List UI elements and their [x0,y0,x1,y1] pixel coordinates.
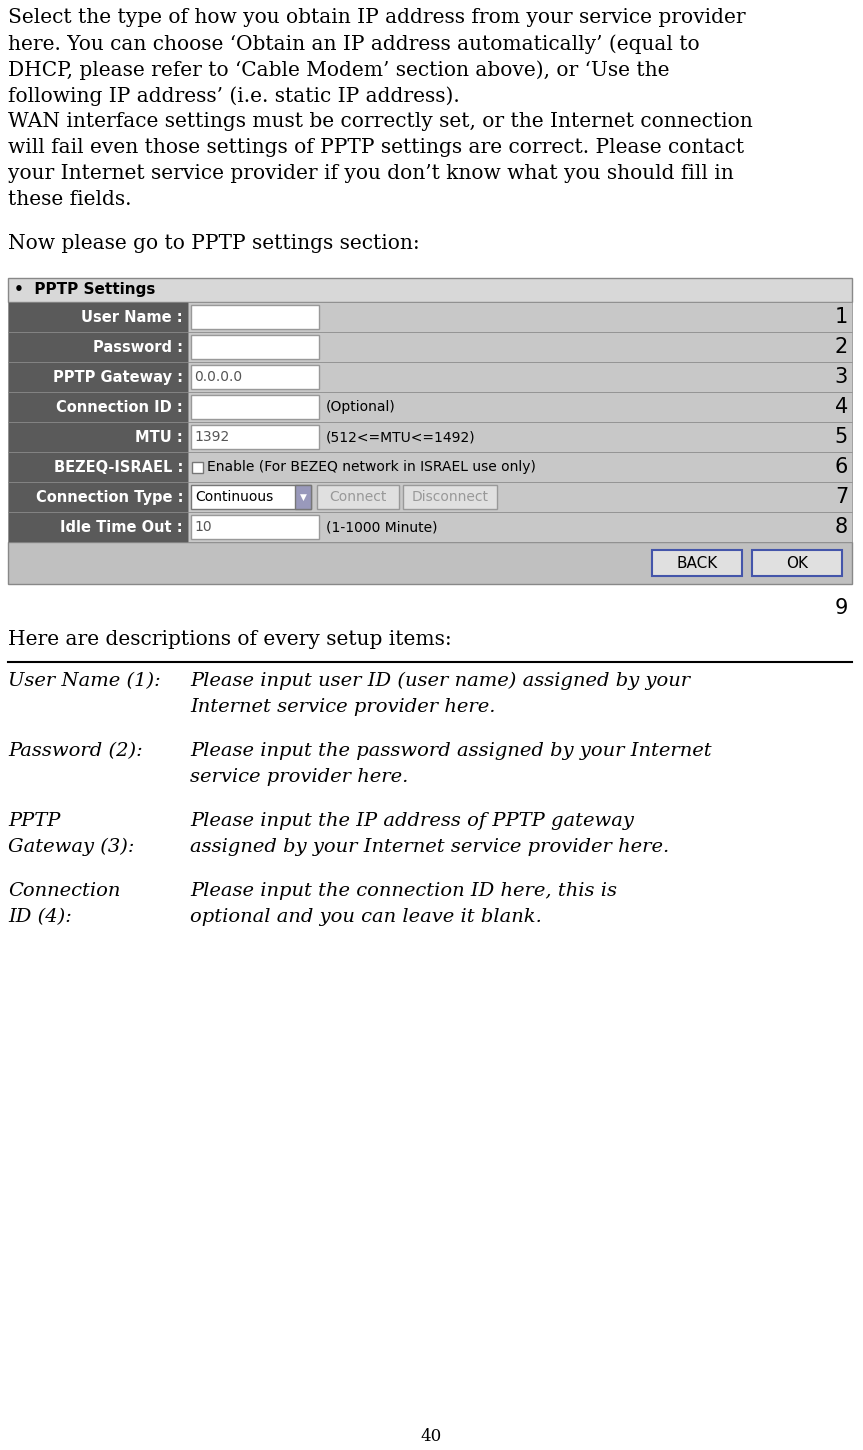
Text: (Optional): (Optional) [326,400,396,415]
Text: 6: 6 [835,457,848,477]
Text: 7: 7 [835,487,848,508]
Text: 9: 9 [835,597,848,618]
Text: Connection: Connection [8,882,120,900]
Text: Connect: Connect [330,490,387,505]
Text: PPTP: PPTP [8,812,60,829]
Bar [8,362,188,392]
Bar [191,335,319,360]
Bar [317,484,399,509]
Text: assigned by your Internet service provider here.: assigned by your Internet service provid… [190,838,669,855]
Text: 3: 3 [835,367,848,387]
Text: (512<=MTU<=1492): (512<=MTU<=1492) [326,431,476,444]
Bar [8,302,188,332]
Text: 40: 40 [421,1428,442,1446]
Text: User Name (1):: User Name (1): [8,671,161,690]
Bar [295,484,311,509]
Text: Internet service provider here.: Internet service provider here. [190,697,495,716]
Text: 2: 2 [835,336,848,357]
Text: Now please go to PPTP settings section:: Now please go to PPTP settings section: [8,233,419,252]
Text: OK: OK [786,555,808,570]
Bar [188,302,852,332]
Text: Disconnect: Disconnect [412,490,488,505]
Text: MTU :: MTU : [135,429,183,445]
Text: 1392: 1392 [194,431,230,444]
Text: these fields.: these fields. [8,190,131,209]
Text: WAN interface settings must be correctly set, or the Internet connection: WAN interface settings must be correctly… [8,112,753,130]
Text: 0.0.0.0: 0.0.0.0 [194,370,243,384]
Text: Enable (For BEZEQ network in ISRAEL use only): Enable (For BEZEQ network in ISRAEL use … [207,460,536,474]
Text: PPTP Gateway :: PPTP Gateway : [53,370,183,384]
Bar [8,452,188,481]
Bar [192,461,203,473]
Text: ▼: ▼ [299,493,306,502]
Text: Continuous: Continuous [195,490,274,505]
Text: following IP address’ (i.e. static IP address).: following IP address’ (i.e. static IP ad… [8,86,460,106]
Bar [652,550,742,576]
Text: BEZEQ-ISRAEL :: BEZEQ-ISRAEL : [54,460,183,474]
Bar [191,365,319,389]
Bar [752,550,842,576]
Text: service provider here.: service provider here. [190,768,408,786]
Text: •  PPTP Settings: • PPTP Settings [14,281,155,297]
Bar [8,542,852,584]
Bar [8,512,188,542]
Text: Connection ID :: Connection ID : [56,400,183,415]
Bar [191,394,319,419]
Bar [8,332,188,362]
Bar [188,481,852,512]
Text: Idle Time Out :: Idle Time Out : [60,519,183,535]
Text: 5: 5 [835,426,848,447]
Text: Gateway (3):: Gateway (3): [8,838,135,857]
Text: here. You can choose ‘Obtain an IP address automatically’ (equal to: here. You can choose ‘Obtain an IP addre… [8,33,700,54]
Text: 8: 8 [835,518,848,536]
Text: will fail even those settings of PPTP settings are correct. Please contact: will fail even those settings of PPTP se… [8,138,744,157]
Text: Select the type of how you obtain IP address from your service provider: Select the type of how you obtain IP add… [8,9,746,28]
Text: Here are descriptions of every setup items:: Here are descriptions of every setup ite… [8,629,451,650]
Bar [8,392,188,422]
Text: ID (4):: ID (4): [8,908,72,927]
Bar [188,362,852,392]
Bar [191,515,319,539]
Bar [191,425,319,450]
Text: 10: 10 [194,521,211,534]
Text: (1-1000 Minute): (1-1000 Minute) [326,521,438,534]
Text: Password :: Password : [93,339,183,354]
Text: optional and you can leave it blank.: optional and you can leave it blank. [190,908,542,927]
Text: 1: 1 [835,307,848,328]
Text: BACK: BACK [677,555,718,570]
Text: DHCP, please refer to ‘Cable Modem’ section above), or ‘Use the: DHCP, please refer to ‘Cable Modem’ sect… [8,59,670,80]
Text: User Name :: User Name : [81,309,183,325]
Bar [188,392,852,422]
Bar [8,422,188,452]
Bar [188,452,852,481]
Text: your Internet service provider if you don’t know what you should fill in: your Internet service provider if you do… [8,164,734,183]
Bar [403,484,497,509]
Bar [188,332,852,362]
Text: Please input user ID (user name) assigned by your: Please input user ID (user name) assigne… [190,671,690,690]
Text: Please input the connection ID here, this is: Please input the connection ID here, thi… [190,882,617,900]
Bar [188,512,852,542]
Bar [191,304,319,329]
Bar [8,278,852,302]
Bar [8,481,188,512]
Bar [188,422,852,452]
Text: Please input the IP address of PPTP gateway: Please input the IP address of PPTP gate… [190,812,634,829]
Text: Connection Type :: Connection Type : [35,490,183,505]
Text: 4: 4 [835,397,848,418]
Text: Please input the password assigned by your Internet: Please input the password assigned by yo… [190,742,712,760]
Bar [191,484,311,509]
Text: Password (2):: Password (2): [8,742,142,760]
